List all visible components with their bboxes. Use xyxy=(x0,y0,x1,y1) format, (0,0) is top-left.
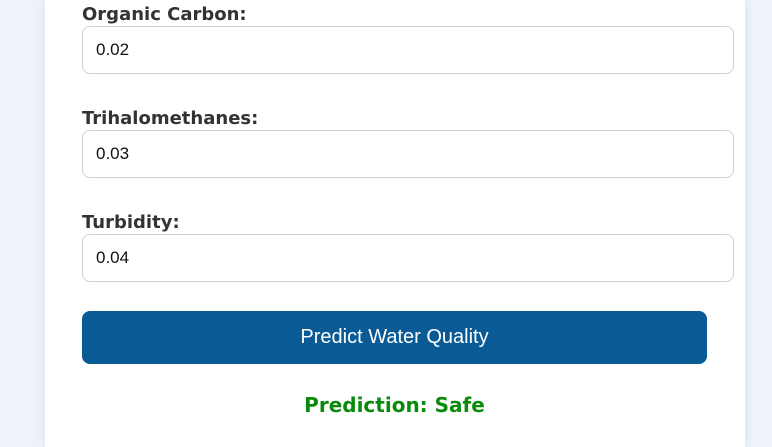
predict-water-quality-button[interactable]: Predict Water Quality xyxy=(82,311,707,364)
organic-carbon-input[interactable] xyxy=(82,26,734,74)
organic-carbon-label: Organic Carbon: xyxy=(82,4,247,25)
trihalomethanes-input[interactable] xyxy=(82,130,734,178)
turbidity-input[interactable] xyxy=(82,234,734,282)
prediction-form-card: Organic Carbon: Trihalomethanes: Turbidi… xyxy=(45,0,745,447)
prediction-result: Prediction: Safe xyxy=(304,393,485,417)
trihalomethanes-label: Trihalomethanes: xyxy=(82,108,259,129)
turbidity-label: Turbidity: xyxy=(82,212,180,233)
